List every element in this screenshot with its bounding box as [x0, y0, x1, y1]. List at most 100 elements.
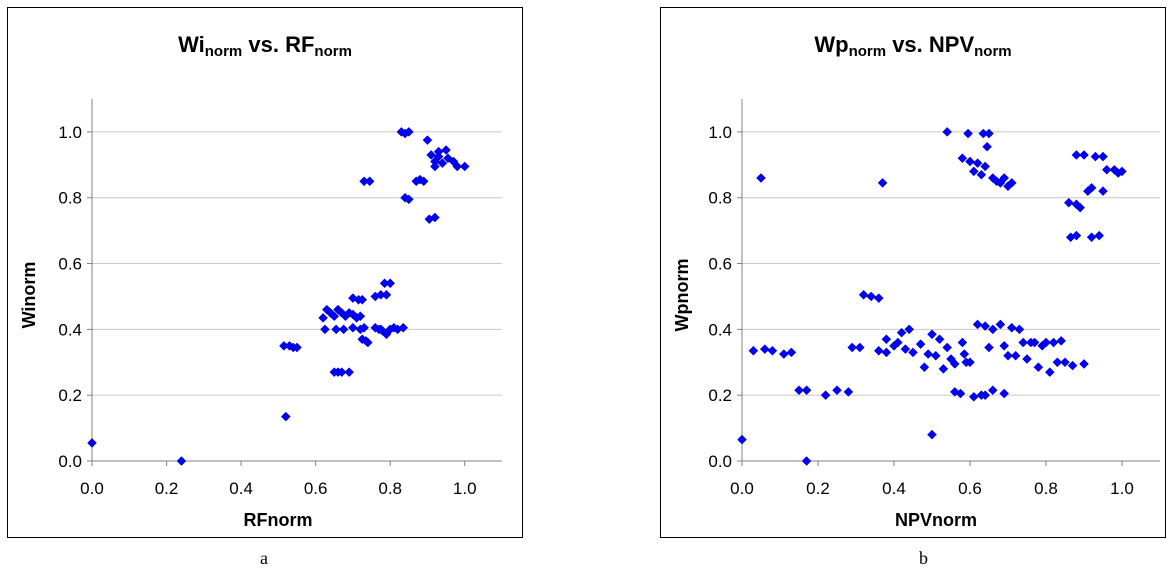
data-point: [959, 349, 970, 359]
data-point: [877, 178, 888, 188]
data-point: [984, 128, 994, 139]
x-tick-label: 1.0: [1110, 479, 1134, 498]
x-tick-label: 0.4: [882, 479, 906, 498]
data-point: [999, 340, 1010, 351]
chart-panel-b: Wpnorm vs. NPVnorm 0.0 0.2 0.4 0.6 0.8 1.0 0.0…: [653, 0, 1173, 545]
data-point: [1075, 202, 1086, 213]
data-point: [923, 349, 934, 359]
data-point: [896, 327, 907, 338]
x-tick-label: 0.6: [304, 479, 328, 498]
y-tick-label: 0.2: [708, 386, 732, 405]
x-axis-title: NPVnorm: [895, 510, 977, 530]
x-axis-title: RFnorm: [244, 510, 313, 530]
data-point: [176, 456, 187, 466]
data-point: [364, 176, 375, 187]
data-point: [1022, 354, 1032, 364]
data-point: [359, 322, 369, 333]
y-tick-label: 0.4: [58, 320, 82, 339]
y-tick-label: 0.4: [708, 320, 732, 339]
chart-title: Wpnorm vs. NPVnorm: [814, 32, 1011, 60]
data-point: [437, 158, 448, 169]
chart-frame: [7, 7, 523, 538]
data-point: [982, 141, 992, 152]
data-point: [748, 345, 759, 356]
data-point: [1101, 164, 1112, 175]
data-point: [422, 135, 433, 145]
y-axis-title: Winorm: [19, 262, 39, 329]
data-point: [927, 429, 937, 440]
data-point: [980, 390, 991, 401]
data-point: [963, 128, 973, 139]
data-point: [881, 334, 892, 345]
caption-b: b: [919, 548, 928, 568]
data-point: [794, 385, 804, 396]
data-point: [1010, 350, 1021, 361]
data-point: [972, 158, 983, 169]
x-tick-label: 0.4: [229, 479, 253, 498]
data-point: [398, 322, 409, 333]
data-point: [1060, 357, 1070, 368]
data-point: [908, 347, 918, 358]
data-point: [1056, 336, 1067, 346]
data-point: [1109, 164, 1120, 175]
data-point: [348, 322, 358, 333]
data-point: [1094, 230, 1105, 241]
y-tick-label: 0.6: [58, 255, 82, 274]
data-point: [338, 324, 349, 335]
data-point: [1006, 178, 1017, 188]
scatter-chart-a: Winorm vs. RFnorm 0.0 0.2 0.4 0.6 0.8 1.0 0.0 0…: [7, 7, 523, 538]
caption-a: a: [260, 548, 268, 568]
x-tick-label: 0.2: [806, 479, 830, 498]
data-point: [904, 324, 915, 335]
x-tick-label: 1.0: [453, 479, 477, 498]
data-point: [927, 329, 937, 340]
data-point: [433, 151, 444, 162]
data-point: [320, 324, 330, 335]
data-point: [87, 438, 97, 448]
data-point: [1067, 360, 1078, 371]
data-point: [938, 364, 949, 374]
data-point: [1079, 359, 1089, 369]
data-point: [942, 342, 953, 353]
data-point: [1006, 322, 1017, 333]
data-point: [443, 153, 453, 164]
data-point: [1079, 150, 1089, 160]
data-point: [858, 289, 869, 300]
data-point: [1018, 337, 1029, 348]
data-point: [987, 173, 998, 183]
x-tick-label: 0.0: [80, 479, 104, 498]
y-axis-title: Wpnorm: [672, 259, 692, 332]
data-point: [873, 293, 884, 303]
y-tick-label: 0.0: [58, 452, 82, 471]
data-point: [987, 385, 998, 396]
data-point: [452, 161, 463, 172]
data-point: [331, 324, 341, 335]
x-tick-label: 0.2: [155, 479, 179, 498]
data-point: [1044, 367, 1055, 377]
data-point: [362, 337, 373, 348]
data-point: [381, 289, 392, 300]
data-point: [786, 347, 797, 358]
data-point: [820, 390, 831, 401]
x-tick-label: 0.8: [378, 479, 402, 498]
data-point: [955, 388, 966, 399]
data-point: [873, 345, 884, 356]
y-tick-label: 0.8: [58, 189, 82, 208]
data-point: [892, 337, 903, 348]
data-point: [459, 161, 470, 172]
data-point: [965, 357, 975, 368]
y-tick-label: 0.2: [58, 386, 82, 405]
chart-title: Winorm vs. RFnorm: [178, 32, 352, 60]
data-point: [348, 309, 358, 320]
data-point: [957, 153, 968, 164]
data-point: [418, 176, 429, 187]
data-point: [1041, 337, 1051, 348]
data-point: [1014, 324, 1025, 335]
data-point: [866, 291, 877, 302]
data-point: [934, 334, 945, 345]
data-point: [376, 324, 386, 335]
data-point: [403, 194, 414, 205]
data-point: [968, 166, 979, 177]
data-point: [280, 411, 291, 422]
data-point: [756, 173, 766, 183]
